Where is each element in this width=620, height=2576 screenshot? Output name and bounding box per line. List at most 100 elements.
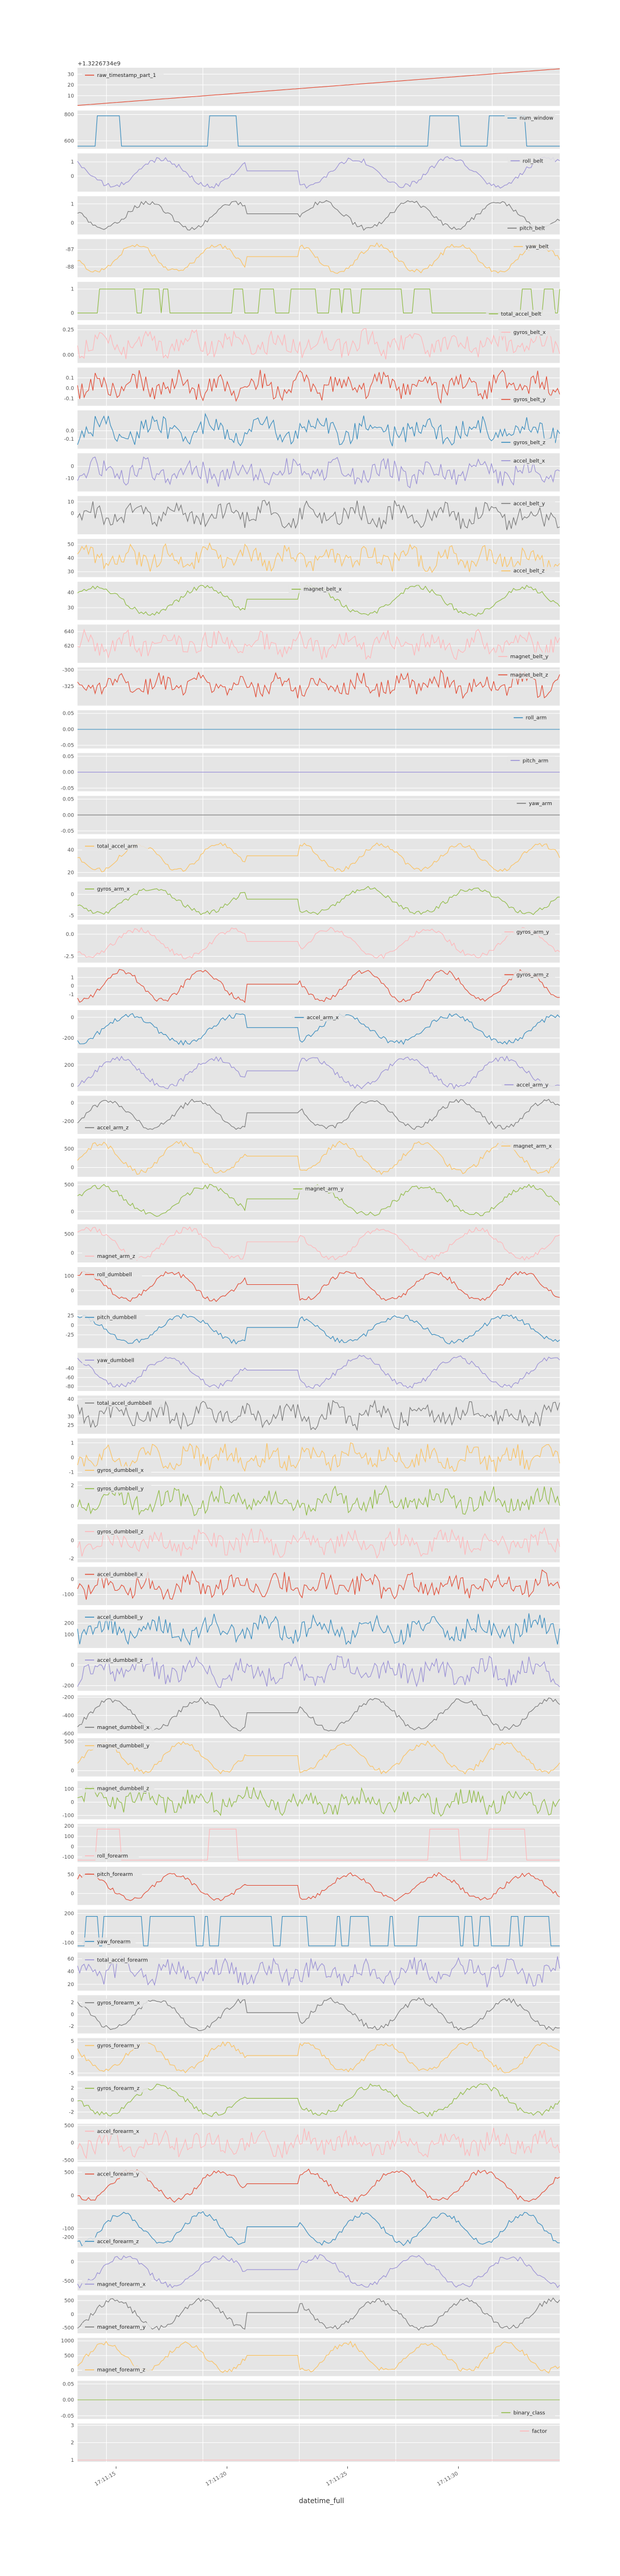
- legend-box: [495, 652, 555, 660]
- legend: magnet_belt_z: [495, 671, 555, 679]
- series-line-num-window: [78, 115, 560, 147]
- series-line-total-accel-belt: [78, 289, 560, 313]
- y-tick-label: -2: [69, 2024, 74, 2030]
- y-tick-label: 2: [71, 2000, 74, 2006]
- legend-label: total_accel_belt: [501, 312, 542, 317]
- panel-pitch-forearm: 50 0 pitch_forearm: [68, 1867, 560, 1905]
- y-tick-label: -200: [63, 1695, 75, 1701]
- panel-gyros-arm-x: 0 -5 gyros_arm_x: [69, 881, 560, 920]
- y-tick-label: 1: [71, 975, 74, 981]
- legend-label: gyros_belt_y: [513, 397, 546, 403]
- legend-box: [288, 585, 349, 593]
- legend-box: [498, 438, 555, 446]
- panel-accel-arm-z: 0 -200 accel_arm_z: [63, 1095, 560, 1134]
- panel-yaw-dumbbell: -40 -60 -80 yaw_dumbbell: [65, 1353, 560, 1391]
- y-tick-label: 0: [71, 984, 74, 989]
- legend-box: [498, 395, 555, 404]
- y-tick-label: 1000: [61, 2338, 74, 2344]
- y-tick-label: 200: [64, 1063, 74, 1069]
- legend: gyros_arm_y: [501, 927, 555, 936]
- y-tick-label: -2: [69, 1556, 74, 1562]
- legend-label: factor: [532, 2429, 548, 2434]
- panel-gyros-dumbbell-y: 2 0 gyros_dumbbell_y: [71, 1481, 560, 1520]
- series-line-pitch-dumbbell: [77, 1314, 560, 1345]
- legend-box: [505, 224, 555, 232]
- series-line-accel-belt-y: [77, 500, 560, 530]
- y-tick-label: 0.0: [66, 386, 75, 392]
- legend-box: [507, 756, 555, 765]
- y-tick-label: 500: [64, 1147, 74, 1152]
- y-tick-label: -200: [63, 1683, 75, 1689]
- legend: accel_dumbbell_y: [82, 1613, 152, 1622]
- y-tick-label: -100: [63, 1855, 75, 1860]
- legend-label: magnet_forearm_y: [97, 2325, 146, 2330]
- y-tick-label: -0.05: [61, 829, 74, 834]
- y-tick-label: 200: [64, 1824, 74, 1829]
- panel-accel-arm-y: 200 0 accel_arm_y: [64, 1052, 560, 1091]
- panel-gyros-arm-y: 0.0 -2.5 gyros_arm_y: [64, 924, 560, 963]
- legend-label: magnet_dumbbell_x: [97, 1725, 150, 1731]
- legend-box: [82, 2084, 148, 2093]
- y-tick-label: 100: [64, 1632, 74, 1638]
- legend: total_accel_belt: [486, 309, 555, 318]
- legend-box: [501, 1081, 555, 1089]
- y-tick-label: 100: [64, 1787, 74, 1793]
- panel-total-accel-forearm: 60 40 20 total_accel_forearm: [68, 1952, 560, 1991]
- legend-label: gyros_forearm_z: [97, 2086, 140, 2092]
- series-line-accel-dumbbell-y: [77, 1613, 560, 1646]
- series-line-magnet-belt-y: [77, 628, 560, 660]
- series-line-gyros-dumbbell-z: [77, 1527, 560, 1559]
- legend: magnet_belt_x: [288, 585, 349, 593]
- legend: pitch_belt: [505, 224, 555, 232]
- legend-box: [517, 2427, 555, 2435]
- panel-accel-dumbbell-y: 200 100 accel_dumbbell_y: [64, 1610, 560, 1648]
- legend: gyros_arm_x: [82, 885, 136, 893]
- y-tick-label: 20: [68, 1982, 75, 1988]
- legend: accel_belt_x: [498, 456, 555, 465]
- legend: num_window: [505, 114, 555, 122]
- panel-background: [78, 324, 560, 363]
- legend-label: yaw_belt: [526, 244, 549, 250]
- y-tick-label: 0: [71, 2055, 74, 2061]
- series-line-roll-forearm: [78, 1828, 560, 1860]
- legend-box: [82, 1124, 136, 1132]
- panel-accel-belt-x: 0 -10 accel_belt_x: [65, 453, 560, 492]
- y-tick-label: 100: [64, 1834, 74, 1840]
- panel-background: [78, 110, 560, 149]
- legend-label: binary_class: [513, 2410, 545, 2416]
- y-tick-label: 0: [71, 1209, 74, 1215]
- y-tick-label: 40: [68, 1969, 75, 1975]
- panel-accel-belt-y: 10 0 accel_belt_y: [68, 496, 560, 535]
- series-line-magnet-arm-z: [77, 1226, 560, 1261]
- series-line-gyros-forearm-x: [77, 1997, 560, 2031]
- y-tick-label: -0.05: [61, 786, 74, 791]
- y-tick-label: 0: [71, 310, 74, 316]
- legend-label: magnet_forearm_z: [97, 2368, 145, 2373]
- y-tick-label: 0: [71, 2140, 74, 2146]
- panel-gyros-forearm-z: 2 0 -2 gyros_forearm_z: [69, 2081, 560, 2119]
- legend-box: [501, 927, 555, 936]
- legend: accel_dumbbell_x: [82, 1570, 152, 1579]
- panel-background: [78, 1909, 560, 1948]
- legend: yaw_forearm: [82, 1937, 136, 1946]
- panel-background: [78, 2338, 560, 2376]
- series-line-gyros-belt-x: [77, 328, 560, 360]
- legend-box: [495, 671, 555, 679]
- legend: magnet_forearm_y: [82, 2323, 152, 2332]
- legend: pitch_forearm: [82, 1870, 142, 1878]
- series-line-accel-forearm-z: [77, 2211, 560, 2247]
- legend: gyros_forearm_z: [82, 2084, 148, 2093]
- legend-label: accel_arm_x: [307, 1015, 339, 1021]
- series-line-accel-dumbbell-x: [77, 1569, 560, 1600]
- legend: accel_forearm_z: [82, 2237, 148, 2245]
- panel-gyros-dumbbell-x: 1 0 -1 gyros_dumbbell_x: [69, 1438, 560, 1477]
- y-tick-label: 0: [71, 2312, 74, 2318]
- panel-background: [78, 1139, 560, 1177]
- y-tick-label: 0: [71, 1323, 74, 1328]
- legend-label: magnet_dumbbell_z: [97, 1786, 149, 1792]
- legend-box: [82, 2237, 148, 2245]
- legend-label: magnet_belt_y: [510, 654, 549, 660]
- panel-accel-belt-z: 50 40 30 accel_belt_z: [68, 539, 560, 577]
- legend-box: [82, 71, 164, 79]
